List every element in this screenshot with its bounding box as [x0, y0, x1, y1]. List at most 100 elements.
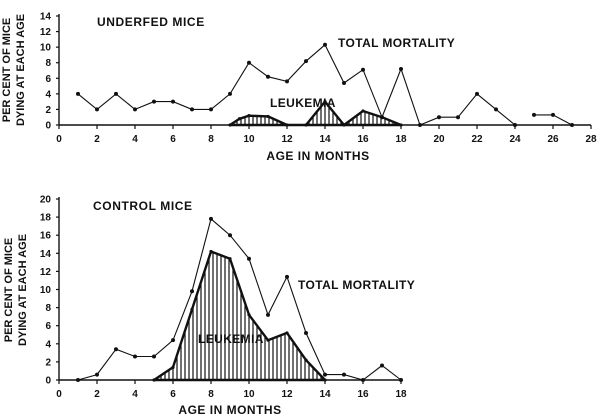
x-tick-label: 10	[243, 389, 255, 400]
x-tick-label: 16	[357, 134, 369, 145]
total-mortality-point	[304, 330, 308, 335]
x-tick-label: 14	[319, 134, 331, 145]
x-tick-label: 28	[585, 134, 597, 145]
leukemia-point	[209, 249, 213, 254]
y-axis-label: PER CENT OF MICE	[1, 18, 13, 123]
leukemia-point	[399, 123, 403, 127]
y-tick-label: 10	[40, 285, 52, 296]
total-mortality-point	[152, 354, 156, 359]
leukemia-point	[304, 358, 308, 362]
total-mortality-point	[285, 274, 289, 279]
total-mortality-point	[228, 91, 232, 96]
total-mortality-point	[475, 91, 479, 96]
total-mortality-point	[361, 67, 365, 72]
total-mortality-label: TOTAL MORTALITY	[298, 278, 415, 292]
y-tick-label: 6	[45, 74, 51, 85]
leukemia-point	[323, 378, 327, 382]
leukemia-point	[304, 123, 308, 127]
total-mortality-point	[437, 115, 441, 120]
total-mortality-point	[494, 107, 498, 112]
control-mice-chart: 0 2 4 6 8 10 12 14 16 18 20 0 2 4 6 8 10 12 14 16 18 AGE IN M…	[3, 195, 415, 418]
total-mortality-point	[247, 60, 251, 65]
total-mortality-point	[152, 99, 156, 104]
total-mortality-point	[228, 233, 232, 238]
y-tick-label: 0	[45, 121, 51, 132]
y-axis-label: DYING AT EACH AGE	[15, 14, 27, 126]
x-tick-label: 20	[433, 134, 445, 145]
x-tick-label: 10	[243, 134, 255, 145]
leukemia-point	[285, 331, 289, 335]
leukemia-point	[247, 313, 251, 317]
y-tick-label: 20	[40, 195, 52, 206]
total-mortality-point	[190, 107, 194, 112]
x-tick-label: 0	[56, 134, 62, 145]
y-axis-label: DYING AT EACH AGE	[17, 234, 29, 346]
leukemia-label: LEUKEMIA	[270, 96, 336, 110]
chart-title: CONTROL MICE	[93, 199, 193, 213]
total-mortality-point	[285, 79, 289, 84]
total-mortality-point	[95, 107, 99, 112]
y-tick-label: 0	[45, 376, 51, 387]
leukemia-point	[361, 109, 365, 113]
total-mortality-point	[209, 216, 213, 221]
leukemia-point	[190, 307, 194, 312]
leukemia-point	[228, 123, 232, 127]
y-tick-label: 14	[40, 12, 52, 23]
total-mortality-point	[247, 256, 251, 261]
leukemia-point	[228, 257, 232, 261]
total-mortality-point	[570, 123, 574, 127]
x-tick-label: 12	[281, 389, 293, 400]
total-mortality-point	[456, 115, 460, 120]
x-tick-label: 26	[547, 134, 559, 145]
total-mortality-point	[133, 107, 137, 112]
total-mortality-line	[77, 217, 402, 381]
y-tick-label: 4	[45, 339, 51, 350]
total-mortality-point	[76, 91, 80, 96]
total-mortality-point	[133, 354, 137, 359]
total-mortality-point	[342, 80, 346, 85]
total-mortality-point	[342, 372, 346, 377]
total-mortality-point	[209, 107, 213, 112]
y-tick-label: 12	[40, 27, 52, 38]
y-tick-label: 2	[45, 357, 51, 368]
y-tick-label: 18	[40, 213, 52, 224]
y-tick-label: 8	[45, 303, 51, 314]
y-tick-label: 16	[40, 231, 52, 242]
total-mortality-point	[190, 289, 194, 294]
total-mortality-point	[95, 372, 99, 377]
total-mortality-point	[399, 66, 403, 71]
total-mortality-line	[77, 43, 516, 126]
y-tick-label: 2	[45, 105, 51, 116]
y-tick-label: 14	[40, 249, 52, 260]
leukemia-point	[285, 123, 289, 127]
y-tick-label: 12	[40, 267, 52, 278]
leukemia-point	[323, 100, 327, 104]
x-tick-label: 22	[471, 134, 483, 145]
leukemia-point	[266, 338, 270, 342]
total-mortality-point	[171, 338, 175, 343]
x-tick-label: 18	[395, 389, 407, 400]
leukemia-point	[247, 114, 251, 118]
y-tick-label: 4	[45, 89, 51, 100]
x-tick-label: 16	[357, 389, 369, 400]
x-tick-label: 24	[509, 134, 521, 145]
total-mortality-point	[361, 378, 365, 382]
leukemia-label: LEUKEMIA	[198, 332, 264, 346]
x-tick-label: 4	[132, 134, 138, 145]
total-mortality-point	[399, 378, 403, 382]
total-mortality-point	[513, 123, 517, 127]
leukemia-point	[342, 123, 346, 127]
y-tick-label: 8	[45, 58, 51, 69]
total-mortality-point	[114, 347, 118, 352]
total-mortality-point	[418, 123, 422, 127]
total-mortality-point	[323, 42, 327, 47]
total-mortality-point	[266, 74, 270, 79]
total-mortality-point	[76, 378, 80, 382]
x-tick-label: 8	[208, 389, 214, 400]
total-mortality-point	[304, 59, 308, 64]
total-mortality-point	[266, 312, 270, 317]
leukemia-point	[237, 117, 242, 121]
x-tick-label: 4	[132, 389, 138, 400]
